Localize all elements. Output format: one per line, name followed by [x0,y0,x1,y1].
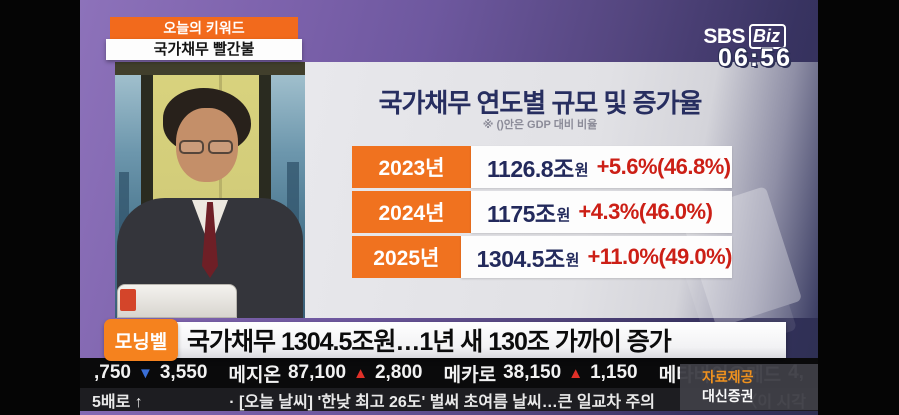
broadcast-clock: 06:56 [718,44,792,72]
keyword-box: 오늘의 키워드 국가채무 빨간불 [106,17,302,60]
broadcast-video: 오늘의 키워드 국가채무 빨간불 SBS Biz 06:56 [80,0,818,415]
news-ticker-left: 5배로 ↑ [92,393,143,411]
stock-price: 87,100 [287,362,347,383]
info-panel: 국가채무 연도별 규모 및 증가율 ※ ()안은 GDP 대비 비율 2023년… [305,62,818,328]
glasses-icon [179,140,204,154]
down-arrow-icon: ▼ [137,364,153,382]
table-row: 2023년 1126.8조 원 +5.6%(46.8%) [352,146,732,188]
value-cell: 1304.5조 원 +11.0%(49.0%) [460,236,732,278]
data-provider-box: 자료제공 대신증권 [680,364,818,410]
studio-shot [115,62,305,318]
provider-name: 대신증권 [702,388,754,404]
stock-name: 메카로 [443,364,497,386]
stock-delta: 3,550 [159,362,208,383]
panel-note: ※ ()안은 GDP 대비 비율 [482,119,598,131]
channel-logo-biz: Biz [749,24,786,49]
laptop-icon [117,284,237,318]
table-row: 2025년 1304.5조 원 +11.0%(49.0%) [352,236,732,278]
amount-unit: 원 [565,251,580,269]
amount-value: 1175조 [487,201,556,227]
debt-table: 2023년 1126.8조 원 +5.6%(46.8%) 2024년 1175조 원… [352,146,732,278]
stock-name: 메지온 [228,364,281,386]
channel-logo: SBS Biz [703,24,786,49]
year-cell: 2023년 [352,146,471,188]
growth-value: +4.3%(46.0%) [578,199,713,224]
amount-value: 1304.5조 [476,246,566,272]
ticker-stock: ,750 ▼ 3,550 [94,362,207,384]
glasses-icon [208,140,233,154]
anchor-tie [202,202,218,278]
headline-text: 국가채무 1304.5조원…1년 새 130조 가까이 증가 [187,328,672,356]
provider-label: 자료제공 [702,369,754,385]
headline-banner: 모닝벨 국가채무 1304.5조원…1년 새 130조 가까이 증가 [80,319,818,361]
growth-value: +11.0%(49.0%) [587,244,732,269]
panel-title: 국가채무 연도별 규모 및 증가율 [378,88,703,118]
growth-value: +5.6%(46.8%) [596,154,732,179]
studio-wall-seam [219,75,222,318]
stock-delta: 2,800 [374,362,423,383]
year-cell: 2024년 [352,191,471,233]
up-arrow-icon: ▲ [568,364,584,382]
desk-object [120,289,136,311]
keyword-box-keyword: 국가채무 빨간불 [106,39,302,60]
building-silhouette [119,172,129,232]
anchor-face [176,108,238,182]
program-badge: 모닝벨 [104,319,178,361]
ticker-stock: 메지온 87,100 ▲ 2,800 [229,360,423,387]
keyword-box-title: 오늘의 키워드 [110,17,298,39]
channel-logo-sbs: SBS [703,24,745,48]
amount-unit: 원 [574,161,589,179]
news-ticker-headline: · [오늘 날씨] '한낮 최고 26도' 벌써 초여름 날씨…큰 일교차 주의 [229,393,655,411]
ticker-stock: 메카로 38,150 ▲ 1,150 [444,360,638,387]
studio-ceiling-beam [115,62,305,75]
amount-value: 1126.8조 [487,156,574,182]
stock-delta: 1,150 [590,362,638,383]
stock-price: ,750 [94,362,131,383]
table-row: 2024년 1175조 원 +4.3%(46.0%) [352,191,732,233]
value-cell: 1126.8조 원 +5.6%(46.8%) [471,146,732,188]
amount-unit: 원 [556,206,571,224]
stock-price: 38,150 [503,362,562,383]
value-cell: 1175조 원 +4.3%(46.0%) [471,191,732,233]
year-cell: 2025년 [352,236,461,278]
up-arrow-icon: ▲ [353,364,368,382]
headline-bar: 국가채무 1304.5조원…1년 새 130조 가까이 증가 [177,322,786,358]
